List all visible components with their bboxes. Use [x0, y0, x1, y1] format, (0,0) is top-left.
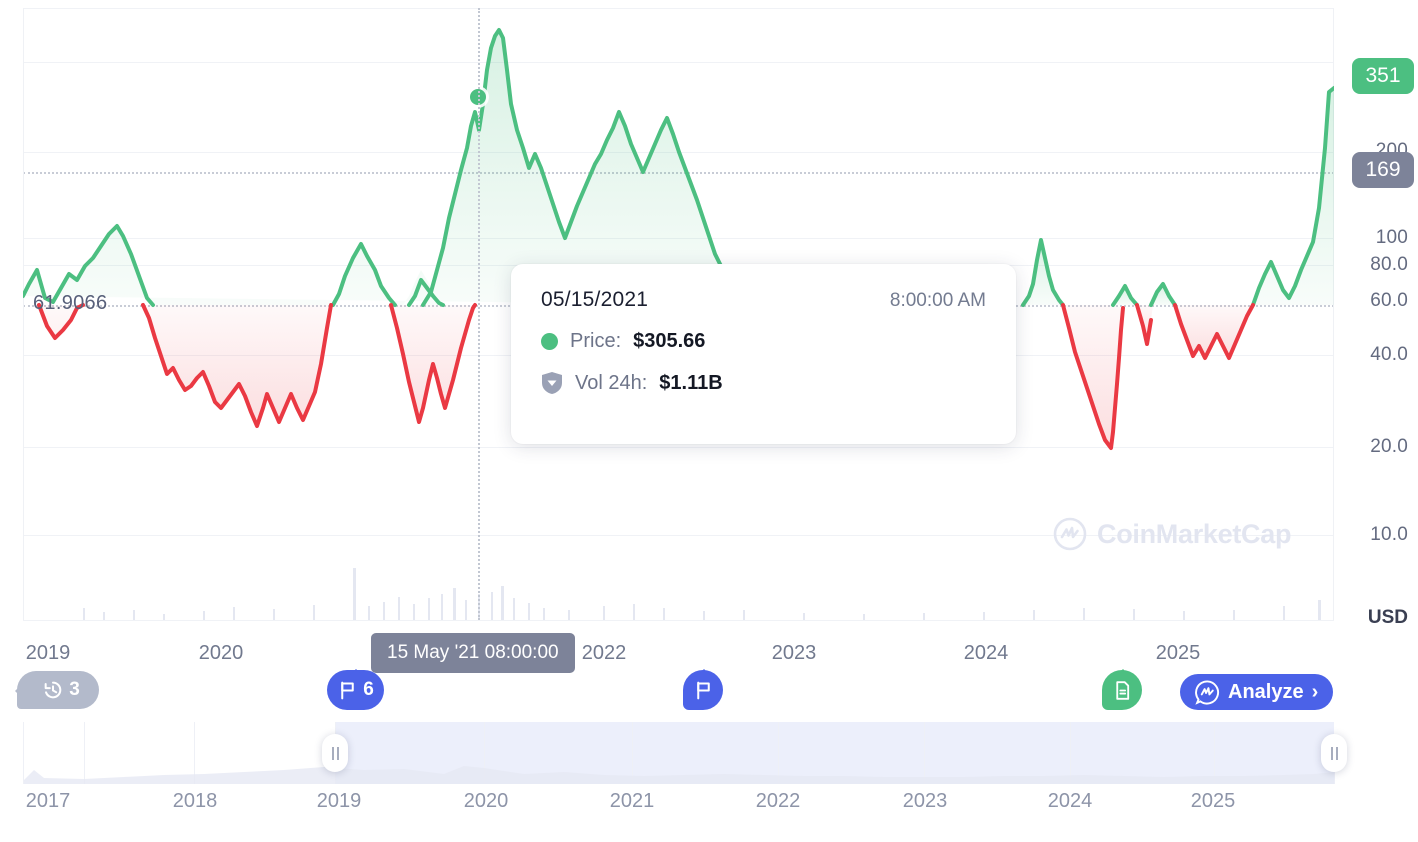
flag-icon: [696, 681, 710, 699]
tooltip-price-label: Price:: [570, 330, 622, 352]
price-dot-icon: [541, 333, 558, 350]
volume-bars: [83, 568, 1321, 620]
navigator-tick-2024: 2024: [1047, 790, 1093, 812]
navigator-tick-2025: 2025: [1190, 790, 1236, 812]
x-tick-2022: 2022: [581, 642, 627, 664]
navigator-tick-2018: 2018: [172, 790, 218, 812]
x-tick-2025: 2025: [1155, 642, 1201, 664]
x-tick-2020: 2020: [198, 642, 244, 664]
history-marker-count: 3: [69, 679, 80, 700]
chevron-right-icon: ›: [1311, 680, 1319, 703]
y-tick-40: 40.0: [1370, 344, 1408, 365]
tooltip-volume-row: Vol 24h: $1.11B: [541, 371, 986, 395]
navigator-handle-right[interactable]: [1321, 734, 1347, 772]
gridline: [23, 535, 1334, 536]
navigator-tick-2023: 2023: [902, 790, 948, 812]
y-tick-10: 10.0: [1370, 524, 1408, 545]
navigator-tick-2019: 2019: [316, 790, 362, 812]
navigator-tick-2020: 2020: [463, 790, 509, 812]
navigator-handle-left[interactable]: [322, 734, 348, 772]
event-marker-single[interactable]: [683, 669, 723, 710]
tooltip-price-value: $305.66: [633, 330, 706, 352]
navigator-tick-2022: 2022: [755, 790, 801, 812]
tooltip-volume-label: Vol 24h:: [575, 371, 648, 394]
x-axis-crosshair-tooltip: 15 May '21 08:00:00: [371, 633, 575, 673]
coinmarketcap-logo-icon: [1053, 517, 1087, 551]
analyze-button[interactable]: Analyze ›: [1180, 674, 1334, 710]
current-price-badge: 351: [1352, 58, 1414, 94]
clock-rewind-icon: [44, 681, 62, 699]
document-icon: [1115, 680, 1129, 700]
watermark-text: CoinMarketCap: [1097, 518, 1292, 549]
gridline-axis: [23, 620, 1334, 621]
gridline: [23, 8, 1334, 9]
plot-area[interactable]: [23, 8, 1334, 620]
baseline-price-label: 61.9066: [33, 292, 108, 314]
navigator-tick-2017: 2017: [25, 790, 71, 812]
navigator-tick-2021: 2021: [609, 790, 655, 812]
analyze-button-label: Analyze: [1228, 680, 1304, 703]
tooltip-time: 8:00:00 AM: [889, 290, 986, 311]
gridline: [23, 447, 1334, 448]
coinmarketcap-watermark: CoinMarketCap: [1053, 517, 1291, 551]
coinmarketcap-logo-icon: [1195, 679, 1220, 705]
x-tick-2024: 2024: [963, 642, 1009, 664]
y-axis-unit: USD: [1367, 607, 1408, 628]
price-line-green: [23, 28, 1334, 307]
y-tick-60: 60.0: [1370, 290, 1408, 311]
x-tick-2019: 2019: [25, 642, 71, 664]
history-marker[interactable]: 3: [15, 671, 99, 709]
tooltip-price-row: Price: $305.66: [541, 330, 986, 353]
tooltip-header: 05/15/2021 8:00:00 AM: [541, 288, 986, 312]
y-tick-20: 20.0: [1370, 436, 1408, 457]
gridline: [23, 62, 1334, 63]
events-marker-count: 6: [363, 679, 374, 700]
crosshair-vertical-line: [478, 8, 480, 620]
news-marker[interactable]: [1102, 669, 1142, 710]
flag-icon: [341, 681, 354, 699]
range-navigator[interactable]: [23, 722, 1347, 784]
tooltip-volume-value: $1.11B: [659, 371, 723, 394]
y-tick-100: 100: [1375, 227, 1408, 248]
shield-icon: [542, 372, 562, 394]
chart-tooltip: 05/15/2021 8:00:00 AM Price: $305.66 Vol…: [511, 264, 1016, 444]
navigator-mini-series: [24, 766, 1335, 784]
crosshair-price-badge: 169: [1352, 152, 1414, 188]
tooltip-date: 05/15/2021: [541, 288, 649, 311]
events-marker-cluster[interactable]: 6: [327, 669, 384, 710]
y-tick-80: 80.0: [1370, 254, 1408, 275]
x-tick-2023: 2023: [771, 642, 817, 664]
